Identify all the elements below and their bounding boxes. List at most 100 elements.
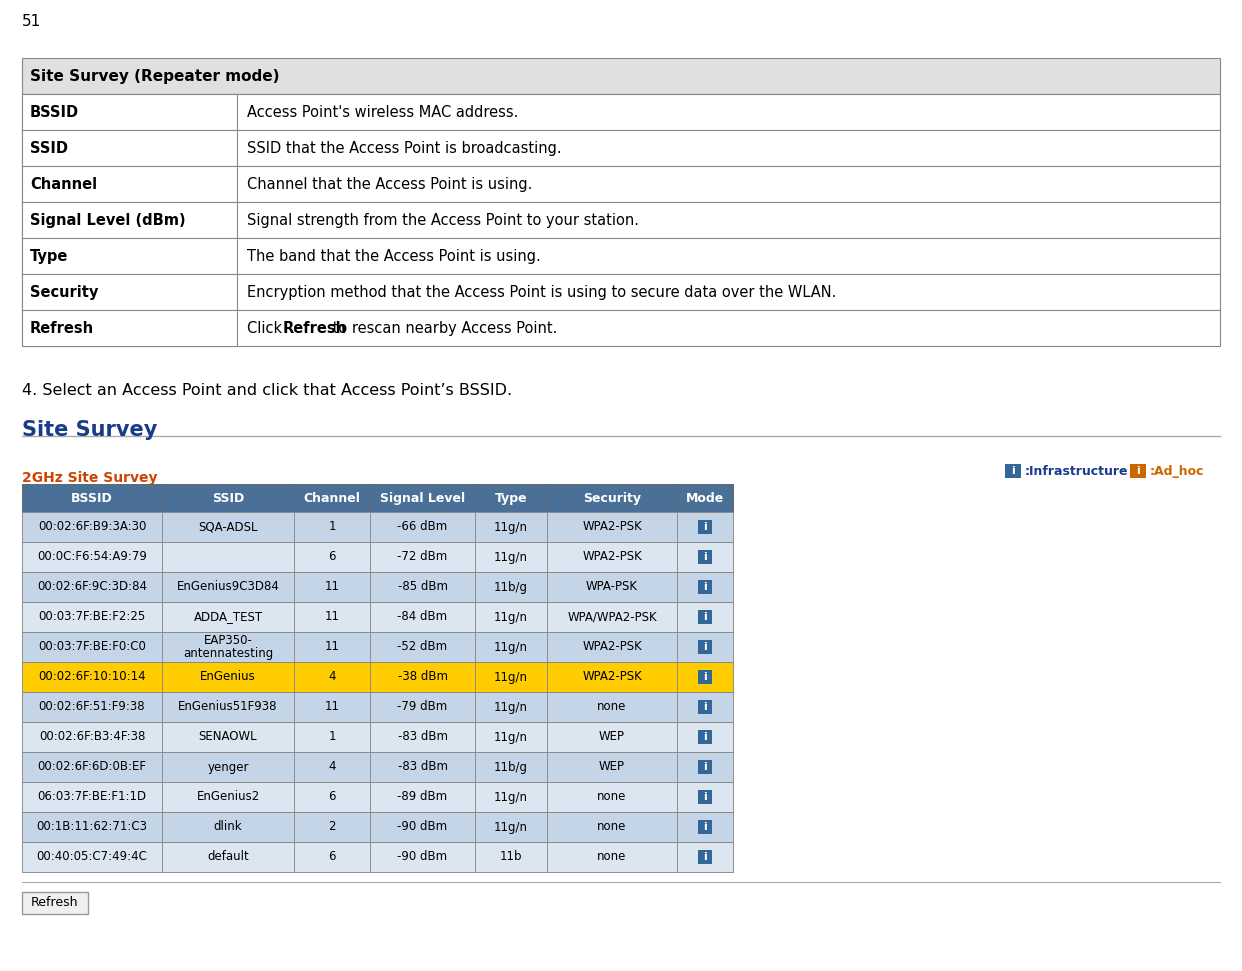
Bar (546, 812, 677, 842)
Text: 11: 11 (324, 700, 339, 714)
Bar (677, 602, 733, 632)
Bar (546, 572, 677, 602)
Bar (294, 662, 370, 692)
Bar (474, 842, 546, 872)
Bar (698, 700, 712, 714)
Bar (22, 812, 161, 842)
Bar (698, 550, 712, 564)
Text: -79 dBm: -79 dBm (397, 700, 447, 714)
Text: i: i (1011, 466, 1015, 476)
Text: Channel: Channel (30, 177, 97, 191)
FancyBboxPatch shape (22, 892, 88, 914)
Text: 11g/n: 11g/n (494, 641, 528, 653)
Bar (294, 572, 370, 602)
Bar (546, 662, 677, 692)
Text: EnGenius2: EnGenius2 (196, 790, 260, 803)
Bar (677, 632, 733, 662)
Bar (22, 782, 161, 812)
Bar (677, 812, 733, 842)
Bar (677, 572, 733, 602)
Bar (161, 662, 294, 692)
Bar (161, 512, 294, 542)
Text: 11b/g: 11b/g (494, 581, 528, 593)
Text: none: none (597, 700, 627, 714)
Text: none: none (597, 790, 627, 803)
Text: WPA2-PSK: WPA2-PSK (582, 551, 642, 563)
Text: i: i (703, 672, 707, 682)
Text: 06:03:7F:BE:F1:1D: 06:03:7F:BE:F1:1D (37, 790, 147, 803)
Text: Signal Level (dBm): Signal Level (dBm) (30, 213, 185, 227)
Text: The band that the Access Point is using.: The band that the Access Point is using. (247, 249, 540, 263)
Bar (294, 632, 370, 662)
Text: 11g/n: 11g/n (494, 611, 528, 623)
Bar (474, 692, 546, 722)
Bar (22, 632, 733, 662)
Text: i: i (703, 582, 707, 592)
Text: -83 dBm: -83 dBm (397, 760, 447, 774)
Text: 00:02:6F:51:F9:38: 00:02:6F:51:F9:38 (39, 700, 145, 714)
Bar (474, 542, 546, 572)
Bar (22, 166, 237, 202)
Bar (22, 662, 161, 692)
Bar (370, 572, 474, 602)
Text: -38 dBm: -38 dBm (397, 671, 447, 684)
Bar (474, 512, 546, 542)
Bar (161, 632, 294, 662)
Text: -72 dBm: -72 dBm (397, 551, 447, 563)
Bar (698, 790, 712, 804)
Text: i: i (703, 552, 707, 562)
Bar (370, 842, 474, 872)
Text: WEP: WEP (599, 730, 625, 744)
Bar (22, 722, 733, 752)
Bar (370, 722, 474, 752)
Text: Encryption method that the Access Point is using to secure data over the WLAN.: Encryption method that the Access Point … (247, 285, 836, 299)
Text: Channel: Channel (303, 491, 360, 505)
Bar (698, 670, 712, 684)
Text: :Ad_hoc: :Ad_hoc (1150, 464, 1205, 478)
Text: 00:03:7F:BE:F0:C0: 00:03:7F:BE:F0:C0 (39, 641, 147, 653)
Bar (22, 722, 161, 752)
Text: 00:02:6F:10:10:14: 00:02:6F:10:10:14 (39, 671, 145, 684)
Bar (22, 572, 733, 602)
Bar (370, 752, 474, 782)
Text: 11g/n: 11g/n (494, 820, 528, 833)
Bar (294, 722, 370, 752)
Text: WEP: WEP (599, 760, 625, 774)
Text: 11g/n: 11g/n (494, 790, 528, 803)
Bar (474, 782, 546, 812)
Text: SSID: SSID (30, 141, 68, 155)
Text: 6: 6 (328, 790, 335, 803)
Bar (22, 752, 733, 782)
Text: 00:0C:F6:54:A9:79: 00:0C:F6:54:A9:79 (37, 551, 147, 563)
Text: :Infrastructure: :Infrastructure (1025, 464, 1129, 478)
Bar (22, 310, 1220, 346)
Text: i: i (703, 792, 707, 802)
Text: antennatesting: antennatesting (183, 648, 273, 660)
FancyBboxPatch shape (1005, 464, 1021, 478)
Text: 4: 4 (328, 760, 335, 774)
Text: dlink: dlink (214, 820, 242, 833)
Bar (546, 512, 677, 542)
Text: -90 dBm: -90 dBm (397, 851, 447, 863)
Text: 00:1B:11:62:71:C3: 00:1B:11:62:71:C3 (36, 820, 148, 833)
Text: Signal strength from the Access Point to your station.: Signal strength from the Access Point to… (247, 213, 638, 227)
Text: 11b: 11b (499, 851, 522, 863)
Bar (161, 752, 294, 782)
Bar (698, 520, 712, 534)
Bar (22, 484, 733, 512)
Bar (474, 662, 546, 692)
Bar (22, 94, 237, 130)
Text: i: i (703, 852, 707, 862)
Bar (294, 602, 370, 632)
Text: WPA/WPA2-PSK: WPA/WPA2-PSK (568, 611, 657, 623)
Text: yenger: yenger (207, 760, 248, 774)
Bar (677, 692, 733, 722)
Text: 4: 4 (328, 671, 335, 684)
Bar (677, 842, 733, 872)
Bar (161, 692, 294, 722)
Bar (370, 542, 474, 572)
Bar (161, 542, 294, 572)
Text: BSSID: BSSID (30, 105, 79, 119)
Text: Site Survey (Repeater mode): Site Survey (Repeater mode) (30, 69, 279, 84)
Bar (161, 782, 294, 812)
